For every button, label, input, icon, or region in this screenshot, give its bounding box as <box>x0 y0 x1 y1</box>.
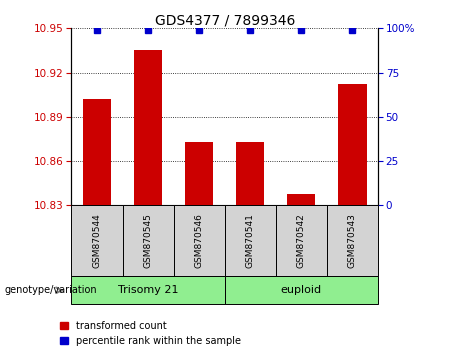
Bar <box>287 194 315 205</box>
Bar <box>185 142 213 205</box>
Bar <box>174 205 225 276</box>
Bar <box>276 205 327 276</box>
Title: GDS4377 / 7899346: GDS4377 / 7899346 <box>154 13 295 27</box>
Bar <box>83 99 111 205</box>
Text: GSM870546: GSM870546 <box>195 213 204 268</box>
Text: GSM870543: GSM870543 <box>348 213 357 268</box>
Bar <box>123 205 174 276</box>
Bar <box>71 205 123 276</box>
Text: euploid: euploid <box>281 285 322 295</box>
Text: GSM870541: GSM870541 <box>246 213 255 268</box>
Text: Trisomy 21: Trisomy 21 <box>118 285 178 295</box>
Bar <box>338 84 366 205</box>
Text: GSM870542: GSM870542 <box>297 213 306 268</box>
Bar <box>134 50 162 205</box>
Bar <box>71 276 225 304</box>
Bar <box>236 142 264 205</box>
Text: genotype/variation: genotype/variation <box>5 285 97 295</box>
Text: GSM870544: GSM870544 <box>93 213 101 268</box>
Legend: transformed count, percentile rank within the sample: transformed count, percentile rank withi… <box>60 321 241 346</box>
Bar <box>225 205 276 276</box>
Bar <box>327 205 378 276</box>
Bar <box>225 276 378 304</box>
Text: GSM870545: GSM870545 <box>143 213 153 268</box>
